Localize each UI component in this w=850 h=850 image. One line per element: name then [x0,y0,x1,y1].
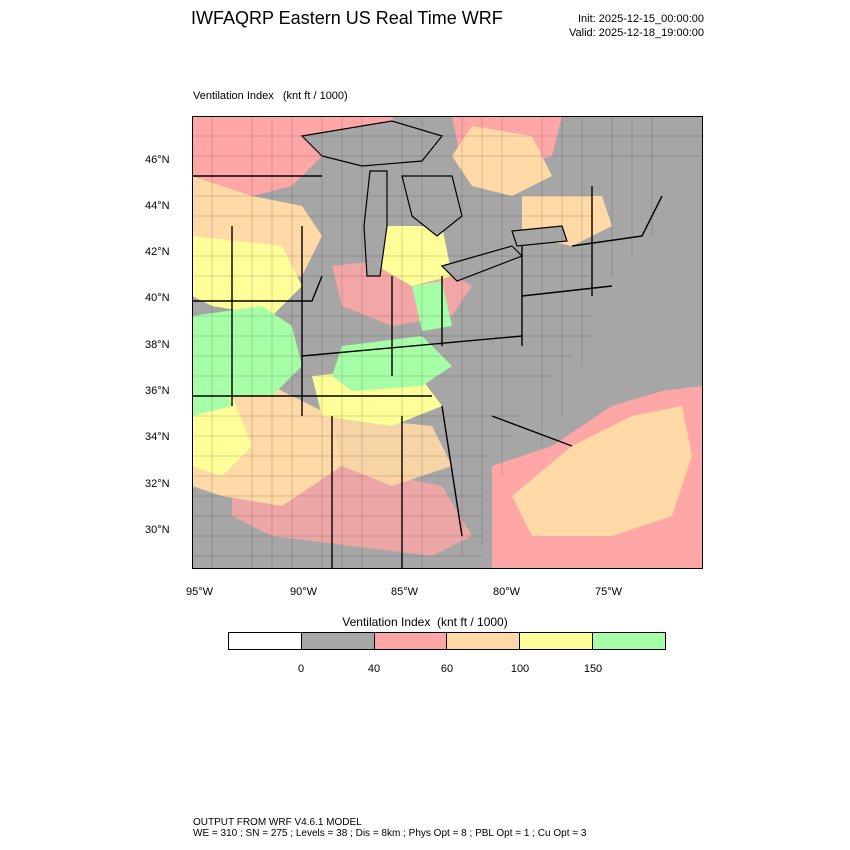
map-title: IWFAQRP Eastern US Real Time WRF [191,8,503,28]
legend-label-0: 0 [297,663,305,675]
lon-label-75w: 75°W [595,586,623,598]
lake-ontario [511,225,568,247]
lon-label-90w: 90°W [290,586,318,598]
green-missouri [192,306,302,396]
legend-swatch-6 [593,633,665,649]
legend-colorbar [228,632,666,650]
lat-label-42n: 42°N [145,246,170,258]
legend-swatch-5 [520,633,594,649]
legend-title: Ventilation Index (knt ft / 1000) [342,615,508,629]
legend-label-40: 40 [367,663,381,675]
footer-model-info: OUTPUT FROM WRF V4.6.1 MODEL [193,817,362,828]
legend-swatch-4 [447,633,521,649]
lat-label-30n: 30°N [145,524,170,536]
lat-label-38n: 38°N [145,339,170,351]
ventilation-index-map [192,116,703,569]
orange-atlantic [512,406,692,536]
legend-label-150: 150 [583,663,603,675]
lat-label-34n: 34°N [145,431,170,443]
lake-huron [401,175,463,237]
legend-swatch-1 [229,633,302,649]
panel-label: Ventilation Index (knt ft / 1000) [193,90,348,102]
lon-label-80w: 80°W [493,586,521,598]
lon-label-85w: 85°W [391,586,419,598]
lat-label-46n: 46°N [145,154,170,166]
lat-label-36n: 36°N [145,385,170,397]
init-time: Init: 2025-12-15_00:00:00 [578,13,704,25]
lat-label-44n: 44°N [145,200,170,212]
legend-label-60: 60 [440,663,454,675]
lat-label-32n: 32°N [145,478,170,490]
legend-swatch-3 [374,633,448,649]
valid-time: Valid: 2025-12-18_19:00:00 [569,27,704,39]
footer-model-params: WE = 310 ; SN = 275 ; Levels = 38 ; Dis … [193,828,587,839]
legend-label-100: 100 [510,663,530,675]
lat-label-40n: 40°N [145,292,170,304]
legend-swatch-2 [301,633,375,649]
lon-label-95w: 95°W [186,586,214,598]
county-borders [192,116,703,569]
